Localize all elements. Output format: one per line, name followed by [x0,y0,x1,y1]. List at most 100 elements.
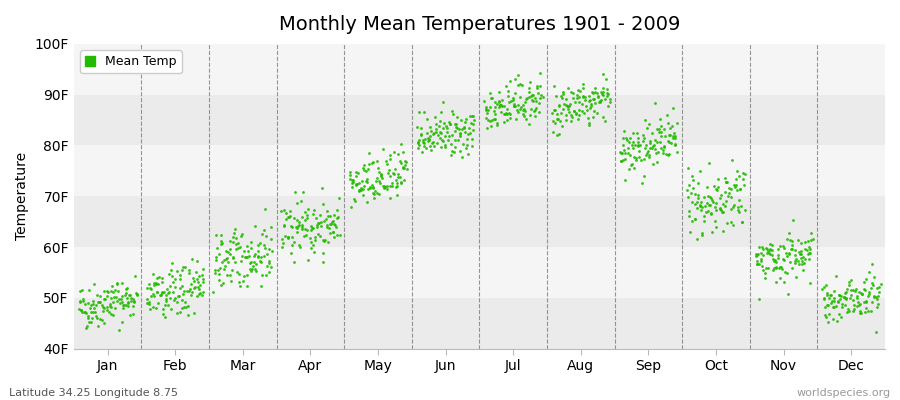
Point [290,200,304,207]
Point [372,178,386,184]
Point [306,225,320,231]
Point [183,286,197,292]
Point [192,273,206,280]
Point [426,131,440,137]
Point [509,107,524,113]
Point [759,265,773,271]
Point [488,111,502,118]
Point [106,312,121,318]
Point [286,259,301,266]
Point [209,257,223,263]
Point [356,183,371,189]
Point [766,256,780,262]
Point [555,94,570,101]
Point [209,232,223,238]
Point [228,226,242,232]
Point [596,71,610,78]
Point [432,122,446,129]
Point [533,94,547,101]
Point [727,184,742,190]
Point [519,96,534,102]
Point [290,225,304,232]
Point [614,158,628,164]
Point [779,252,794,259]
Point [718,174,733,181]
Point [628,155,643,161]
Point [636,132,651,138]
Point [504,98,518,104]
Point [861,293,876,299]
Point [517,113,531,119]
Point [277,233,292,239]
Point [328,222,342,228]
Point [733,186,747,192]
Point [166,289,180,296]
Point [440,125,454,132]
Point [630,143,644,150]
Point [230,235,244,242]
Point [826,304,841,310]
Point [495,103,509,109]
Point [215,240,230,246]
Point [845,308,859,314]
Point [572,98,587,105]
Point [298,209,312,215]
Point [87,305,102,312]
Point [577,110,591,116]
Point [126,299,140,306]
Point [680,194,695,200]
Point [735,219,750,225]
Point [480,109,494,116]
Point [754,243,769,250]
Point [592,98,607,105]
Point [295,214,310,220]
Point [300,227,314,233]
Point [725,204,740,210]
Point [584,103,598,110]
Point [162,294,176,301]
Point [173,309,187,315]
Point [431,132,446,138]
Point [486,108,500,114]
Point [788,258,802,264]
Point [727,182,742,188]
Point [326,229,340,235]
Point [418,145,433,152]
Point [860,299,874,306]
Point [327,234,341,240]
Point [564,118,579,124]
Point [358,178,373,184]
Point [397,165,411,171]
Point [529,84,544,91]
Point [374,172,389,178]
Point [850,293,865,300]
Point [356,164,370,171]
Point [366,191,381,197]
Point [169,299,184,305]
Point [630,130,644,136]
Point [178,299,193,305]
Point [529,105,544,111]
Point [788,246,802,253]
Point [346,177,360,183]
Point [374,173,389,179]
Point [785,264,799,271]
Point [699,209,714,216]
Point [390,192,404,198]
Point [86,301,100,307]
Point [682,229,697,235]
Point [188,284,202,290]
Point [761,250,776,256]
Point [323,230,338,237]
Point [512,94,526,100]
Point [861,288,876,295]
Point [307,248,321,255]
Point [552,131,566,137]
Point [771,246,786,252]
Point [621,145,635,151]
Point [310,220,325,226]
Point [501,99,516,105]
Point [657,126,671,132]
Point [523,112,537,118]
Point [782,250,796,257]
